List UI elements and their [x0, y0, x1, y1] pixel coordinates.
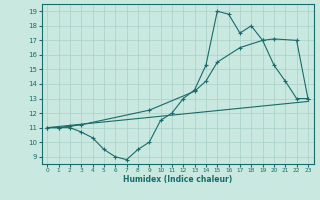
X-axis label: Humidex (Indice chaleur): Humidex (Indice chaleur) [123, 175, 232, 184]
